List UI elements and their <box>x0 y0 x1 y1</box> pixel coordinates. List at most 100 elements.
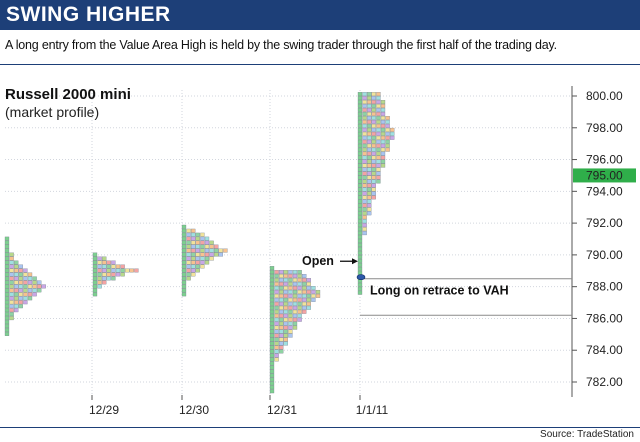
profile-cell <box>111 264 116 269</box>
profile-cell <box>200 248 205 253</box>
profile-cell <box>371 187 376 192</box>
profile-cell <box>297 278 302 282</box>
profile-cell <box>367 131 372 136</box>
profile-cell <box>106 268 111 273</box>
profile-cell <box>279 313 284 318</box>
profile-cell <box>371 191 376 196</box>
profile-cell <box>288 286 293 290</box>
profile-cell <box>9 264 14 269</box>
last-price-label: 795.00 <box>586 168 623 182</box>
profile-cell <box>357 258 363 263</box>
profile-cell <box>200 236 205 241</box>
profile-cell <box>288 325 293 330</box>
profile-cell <box>362 143 367 148</box>
profile-cell <box>292 313 298 318</box>
profile-cell <box>115 272 121 277</box>
profile-cell <box>269 270 275 275</box>
profile-cell <box>362 163 367 168</box>
profile-cell <box>380 119 386 124</box>
profile-cell <box>32 284 37 289</box>
profile-cell <box>283 309 288 314</box>
profile-cell <box>371 119 376 124</box>
profile-cell <box>362 179 367 184</box>
profile-cell <box>92 272 98 277</box>
profile-cell <box>195 264 200 269</box>
profile-cell <box>115 264 121 269</box>
profile-cell <box>385 115 390 120</box>
profile-cell <box>204 236 210 241</box>
profile-cell <box>191 264 196 269</box>
profile-cell <box>376 163 381 168</box>
profile-cell <box>306 297 311 302</box>
profile-cell <box>367 207 372 212</box>
profile-cell <box>269 301 275 306</box>
profile-cell <box>380 159 386 164</box>
profile-cell <box>288 282 293 286</box>
profile-cell <box>376 104 381 108</box>
profile-cell <box>269 289 275 294</box>
profile-cell <box>18 296 23 301</box>
y-tick-label: 782.00 <box>586 375 623 389</box>
profile-cell <box>181 224 187 229</box>
profile-cell <box>18 300 23 305</box>
profile-cell <box>367 104 372 108</box>
profile-cell <box>380 112 386 116</box>
profile-cell <box>9 252 14 257</box>
profile-cell <box>269 266 275 271</box>
profile-cell <box>376 147 381 152</box>
profile-cell <box>283 317 288 322</box>
profile-cell <box>283 313 288 318</box>
profile-cell <box>357 155 363 160</box>
profile-cell <box>102 260 107 265</box>
profile-cell <box>18 268 23 273</box>
profile-cell <box>27 292 33 297</box>
profile-cell <box>204 240 210 245</box>
profile-cell <box>302 282 307 286</box>
profile-cell <box>362 231 367 236</box>
profile-cell <box>362 96 367 101</box>
profile-cell <box>9 276 14 281</box>
entry-marker <box>356 274 366 281</box>
profile-cell <box>376 112 381 116</box>
profile-cell <box>32 280 37 285</box>
y-tick-label: 792.00 <box>586 216 623 230</box>
profile-cell <box>191 260 196 265</box>
profile-cell <box>367 211 372 216</box>
profile-cell <box>292 270 298 275</box>
profile-cell <box>92 252 98 257</box>
profile-cell <box>297 317 302 322</box>
profile-cell <box>186 276 191 281</box>
profile-cell <box>269 286 275 290</box>
profile-cell <box>362 147 367 152</box>
profile-cell <box>283 325 288 330</box>
profile-cell <box>269 329 275 334</box>
profile-cell <box>292 317 298 322</box>
profile-cell <box>9 300 14 305</box>
profile-cell <box>269 325 275 330</box>
profile-cell <box>385 139 390 144</box>
profile-cell <box>380 147 386 152</box>
profile-cell <box>204 260 210 265</box>
profile-cell <box>292 305 298 310</box>
profile-cell <box>302 305 307 310</box>
y-tick-label: 800.00 <box>586 89 623 103</box>
profile-cell <box>297 289 302 294</box>
profile-cell <box>302 301 307 306</box>
chart-title: Russell 2000 mini <box>5 86 131 103</box>
profile-cell <box>357 199 363 204</box>
profile-cell <box>371 171 376 176</box>
profile-cell <box>371 155 376 160</box>
profile-cell <box>97 280 102 285</box>
profile-cell <box>367 155 372 160</box>
profile-cell <box>283 282 288 286</box>
profile-cell <box>14 300 19 305</box>
profile-cell <box>362 131 367 136</box>
source-credit: Source: TradeStation <box>540 429 634 440</box>
profile-cell <box>18 284 23 289</box>
profile-cell <box>385 131 390 136</box>
profile-cell <box>390 135 395 140</box>
profile-cell <box>97 268 102 273</box>
profile-cell <box>186 232 191 237</box>
profile-cell <box>362 175 367 180</box>
profile-cell <box>306 289 311 294</box>
